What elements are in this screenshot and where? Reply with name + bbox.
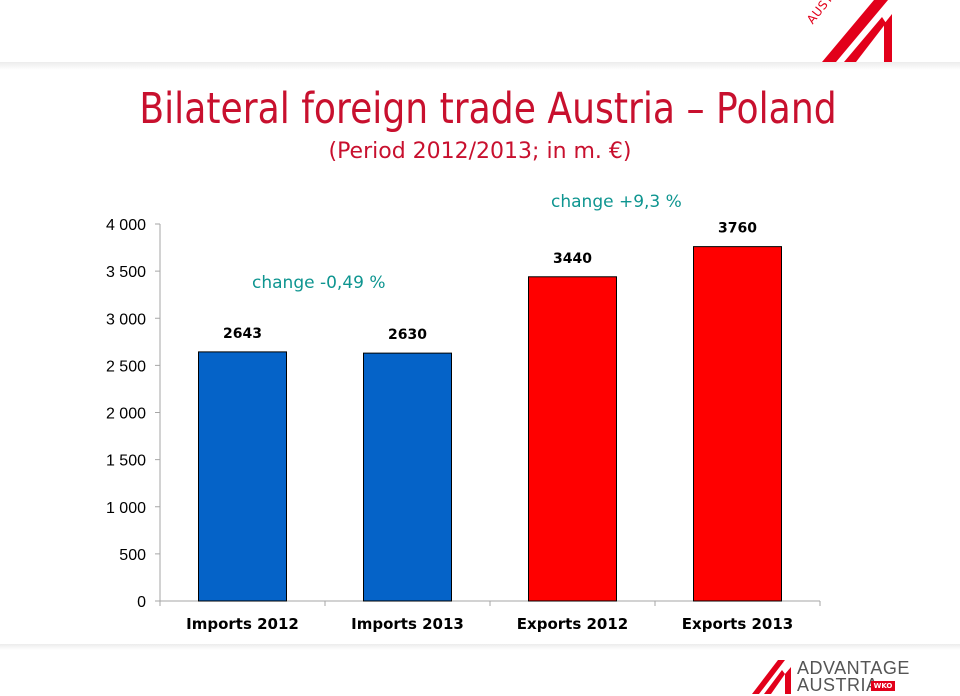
wko-badge: WKO <box>871 681 895 691</box>
bar-1 <box>363 352 452 602</box>
data-label: 2630 <box>388 327 427 343</box>
bar-3 <box>693 246 782 602</box>
annotation-imports-change: change -0,49 % <box>252 273 386 293</box>
y-tick-label: 3 000 <box>106 311 146 328</box>
annotation-exports-change: change +9,3 % <box>551 192 682 212</box>
x-tick-label: Imports 2012 <box>186 615 299 633</box>
data-label: 2643 <box>223 326 262 342</box>
y-tick-label: 2 000 <box>106 406 146 423</box>
y-tick-label: 2 500 <box>106 358 146 375</box>
chart-labels: 2643 Imports 2012 2630 Imports 2013 3440 Expo… <box>186 221 793 633</box>
y-tick-label: 500 <box>119 547 146 564</box>
data-label: 3440 <box>553 251 592 267</box>
brand-line-austria: AUSTRIA <box>797 675 879 695</box>
chart-bars <box>198 246 782 602</box>
y-tick-label: 3 500 <box>106 264 146 281</box>
page-title: Bilateral foreign trade Austria – Poland <box>139 84 837 134</box>
page-subtitle: (Period 2012/2013; in m. €) <box>328 139 632 164</box>
x-tick-label: Imports 2013 <box>351 615 464 633</box>
data-label: 3760 <box>718 221 757 237</box>
x-tick-label: Exports 2012 <box>517 615 628 633</box>
y-tick-label: 1 000 <box>106 500 146 517</box>
y-tick-label: 0 <box>137 594 146 611</box>
bar-0 <box>198 351 287 602</box>
x-tick-label: Exports 2013 <box>682 615 793 633</box>
top-divider-band <box>0 62 960 70</box>
y-tick-label: 4 000 <box>106 217 146 234</box>
austria-top-logo-icon <box>822 0 892 62</box>
bar-2 <box>528 276 617 602</box>
brand-line-advantage: ADVANTAGE <box>797 658 910 678</box>
bottom-divider-band <box>0 644 960 650</box>
y-tick-label: 1 500 <box>106 453 146 470</box>
advantage-austria-logo-icon <box>752 660 791 694</box>
